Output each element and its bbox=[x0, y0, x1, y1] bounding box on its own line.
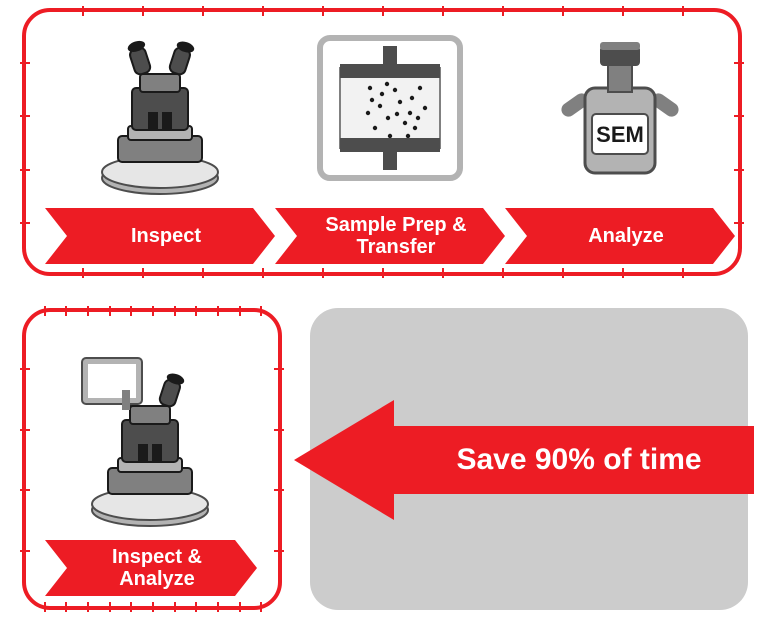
sem-icon: SEM bbox=[530, 38, 710, 198]
svg-text:SEM: SEM bbox=[596, 122, 644, 147]
step-chevron-sample-prep: Sample Prep &Transfer bbox=[275, 208, 505, 264]
step-label: Inspect bbox=[131, 225, 201, 247]
step-label: Sample Prep &Transfer bbox=[325, 214, 466, 258]
step-label: Analyze bbox=[588, 225, 664, 247]
step-label: Inspect &Analyze bbox=[112, 546, 202, 590]
step-chevron-inspect-analyze: Inspect &Analyze bbox=[45, 540, 257, 596]
step-chevron-analyze: Analyze bbox=[505, 208, 735, 264]
save-time-arrow: Save 90% of time bbox=[294, 400, 754, 520]
combined-microscope-icon bbox=[60, 340, 240, 530]
step-chevron-inspect: Inspect bbox=[45, 208, 275, 264]
microscope-icon bbox=[70, 38, 250, 198]
sample-prep-icon bbox=[300, 38, 480, 198]
save-time-label: Save 90% of time bbox=[456, 443, 701, 477]
